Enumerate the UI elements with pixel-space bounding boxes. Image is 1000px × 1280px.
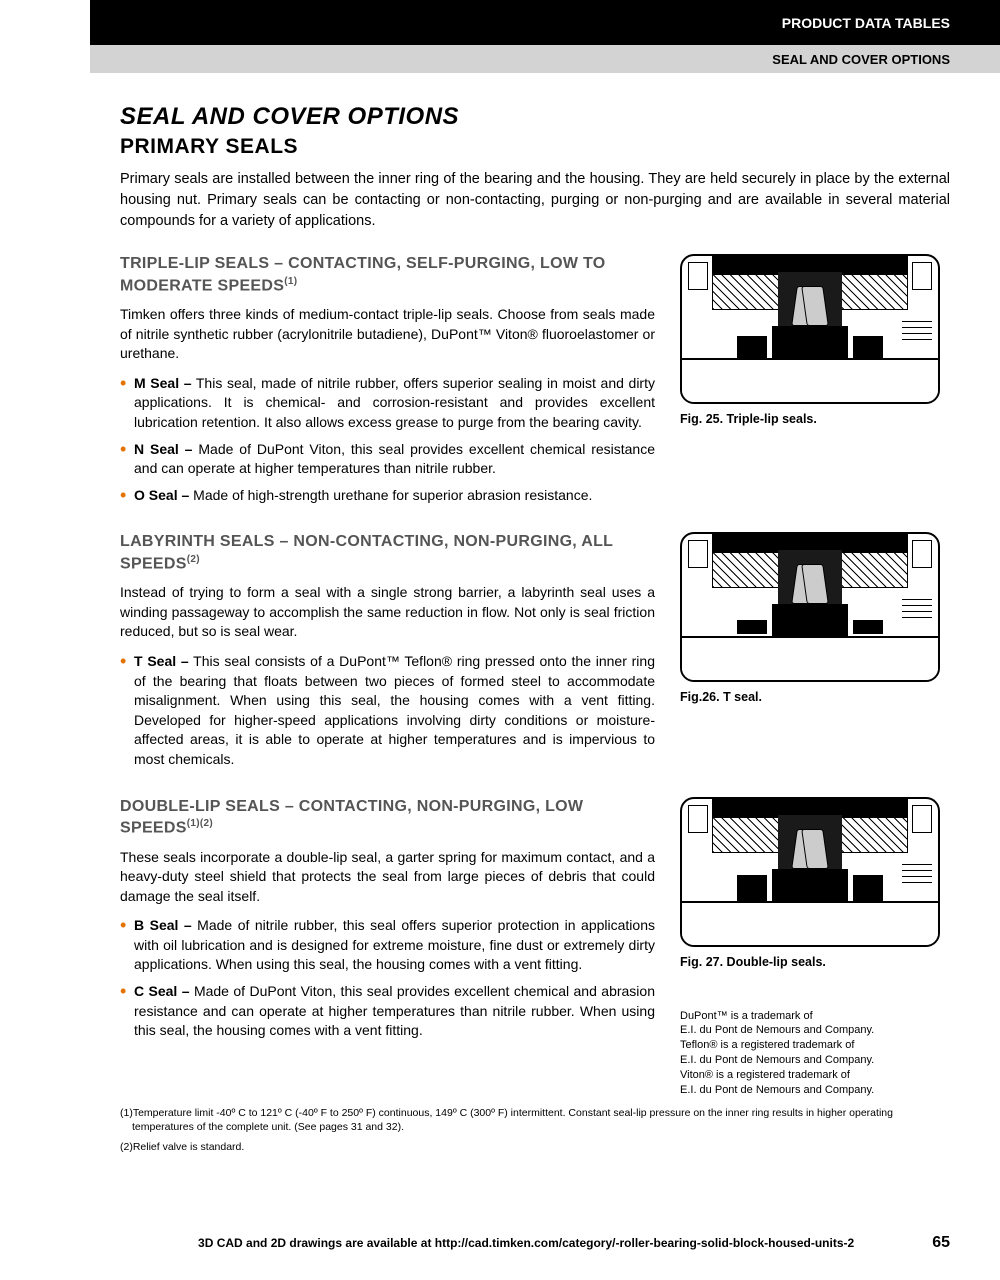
double-body: These seals incorporate a double-lip sea… <box>120 848 655 907</box>
header-gray-text: SEAL AND COVER OPTIONS <box>772 52 950 67</box>
triple-body: Timken offers three kinds of medium-cont… <box>120 305 655 364</box>
double-heading: DOUBLE-LIP SEALS – CONTACTING, NON-PURGI… <box>120 797 655 840</box>
footnote-1: (1)Temperature limit -40º C to 121º C (-… <box>120 1106 950 1134</box>
section-double-lip: DOUBLE-LIP SEALS – CONTACTING, NON-PURGI… <box>120 797 950 1098</box>
list-item: T Seal – This seal consists of a DuPont™… <box>134 652 655 770</box>
figure-26-caption: Fig.26. T seal. <box>680 690 950 704</box>
footnote-2: (2)Relief valve is standard. <box>120 1140 950 1154</box>
labyrinth-list: T Seal – This seal consists of a DuPont™… <box>120 652 655 770</box>
trademark-notice: DuPont™ is a trademark of E.I. du Pont d… <box>680 969 950 1098</box>
figure-27-caption: Fig. 27. Double-lip seals. <box>680 955 950 969</box>
triple-list: M Seal – This seal, made of nitrile rubb… <box>120 374 655 506</box>
list-item: C Seal – Made of DuPont Viton, this seal… <box>134 982 655 1041</box>
header-black-text: PRODUCT DATA TABLES <box>782 15 950 31</box>
list-item: O Seal – Made of high-strength urethane … <box>134 486 655 506</box>
triple-heading: TRIPLE-LIP SEALS – CONTACTING, SELF-PURG… <box>120 254 655 297</box>
page-footer: 3D CAD and 2D drawings are available at … <box>120 1234 950 1252</box>
header-gray-bar: SEAL AND COVER OPTIONS <box>90 45 1000 73</box>
header-black-bar: PRODUCT DATA TABLES <box>90 0 1000 45</box>
labyrinth-heading: LABYRINTH SEALS – NON-CONTACTING, NON-PU… <box>120 532 655 575</box>
figure-25-caption: Fig. 25. Triple-lip seals. <box>680 412 950 426</box>
subtitle: PRIMARY SEALS <box>120 135 950 159</box>
list-item: M Seal – This seal, made of nitrile rubb… <box>134 374 655 433</box>
page-content: SEAL AND COVER OPTIONS PRIMARY SEALS Pri… <box>0 73 1000 1154</box>
figure-26 <box>680 532 940 682</box>
figure-25 <box>680 254 940 404</box>
footnotes: (1)Temperature limit -40º C to 121º C (-… <box>120 1106 950 1155</box>
intro-paragraph: Primary seals are installed between the … <box>120 169 950 232</box>
section-triple-lip: TRIPLE-LIP SEALS – CONTACTING, SELF-PURG… <box>120 254 950 512</box>
footer-text: 3D CAD and 2D drawings are available at … <box>120 1236 932 1250</box>
section-labyrinth: LABYRINTH SEALS – NON-CONTACTING, NON-PU… <box>120 532 950 776</box>
double-list: B Seal – Made of nitrile rubber, this se… <box>120 916 655 1041</box>
page-number: 65 <box>932 1234 950 1252</box>
list-item: B Seal – Made of nitrile rubber, this se… <box>134 916 655 975</box>
main-title: SEAL AND COVER OPTIONS <box>120 103 950 131</box>
list-item: N Seal – Made of DuPont Viton, this seal… <box>134 440 655 479</box>
labyrinth-body: Instead of trying to form a seal with a … <box>120 583 655 642</box>
figure-27 <box>680 797 940 947</box>
